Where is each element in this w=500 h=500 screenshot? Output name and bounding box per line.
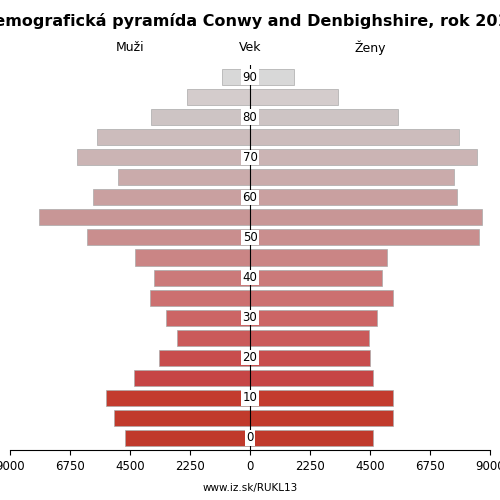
Bar — [250, 109, 398, 125]
Bar — [250, 370, 372, 386]
Bar — [250, 69, 294, 85]
Bar — [222, 69, 250, 85]
Bar — [96, 129, 250, 145]
Text: 70: 70 — [242, 150, 258, 164]
Bar — [250, 149, 476, 166]
Text: 10: 10 — [242, 392, 258, 404]
Text: 0: 0 — [246, 432, 254, 444]
Bar — [250, 190, 456, 206]
Bar — [124, 430, 250, 446]
Bar — [114, 410, 250, 426]
Bar — [188, 89, 250, 105]
Bar — [250, 170, 454, 186]
Bar — [250, 129, 460, 145]
Bar — [250, 230, 480, 246]
Bar — [250, 410, 392, 426]
Bar — [250, 290, 392, 306]
Bar — [166, 310, 250, 326]
Bar — [250, 250, 388, 266]
Text: 20: 20 — [242, 352, 258, 364]
Text: Vek: Vek — [239, 41, 261, 54]
Text: Muži: Muži — [116, 41, 144, 54]
Bar — [106, 390, 250, 406]
Text: 80: 80 — [242, 110, 258, 124]
Bar — [88, 230, 250, 246]
Text: 60: 60 — [242, 191, 258, 204]
Text: 30: 30 — [242, 311, 258, 324]
Bar — [160, 350, 250, 366]
Bar — [76, 149, 250, 166]
Bar — [118, 170, 250, 186]
Bar — [250, 330, 368, 345]
Bar — [134, 370, 250, 386]
Bar — [40, 210, 250, 226]
Bar — [136, 250, 250, 266]
Text: 50: 50 — [242, 231, 258, 244]
Text: 40: 40 — [242, 271, 258, 284]
Text: 90: 90 — [242, 70, 258, 84]
Bar — [152, 109, 250, 125]
Bar — [250, 430, 372, 446]
Bar — [150, 290, 250, 306]
Title: Demografická pyramída Conwy and Denbighshire, rok 2019: Demografická pyramída Conwy and Denbighs… — [0, 13, 500, 29]
Bar — [176, 330, 250, 345]
Bar — [250, 270, 382, 285]
Bar — [154, 270, 250, 285]
Bar — [250, 350, 370, 366]
Bar — [250, 310, 376, 326]
Bar — [250, 390, 392, 406]
Text: www.iz.sk/RUKL13: www.iz.sk/RUKL13 — [202, 482, 298, 492]
Bar — [92, 190, 250, 206]
Bar — [250, 210, 482, 226]
Bar — [250, 89, 338, 105]
Text: Ženy: Ženy — [354, 40, 386, 54]
